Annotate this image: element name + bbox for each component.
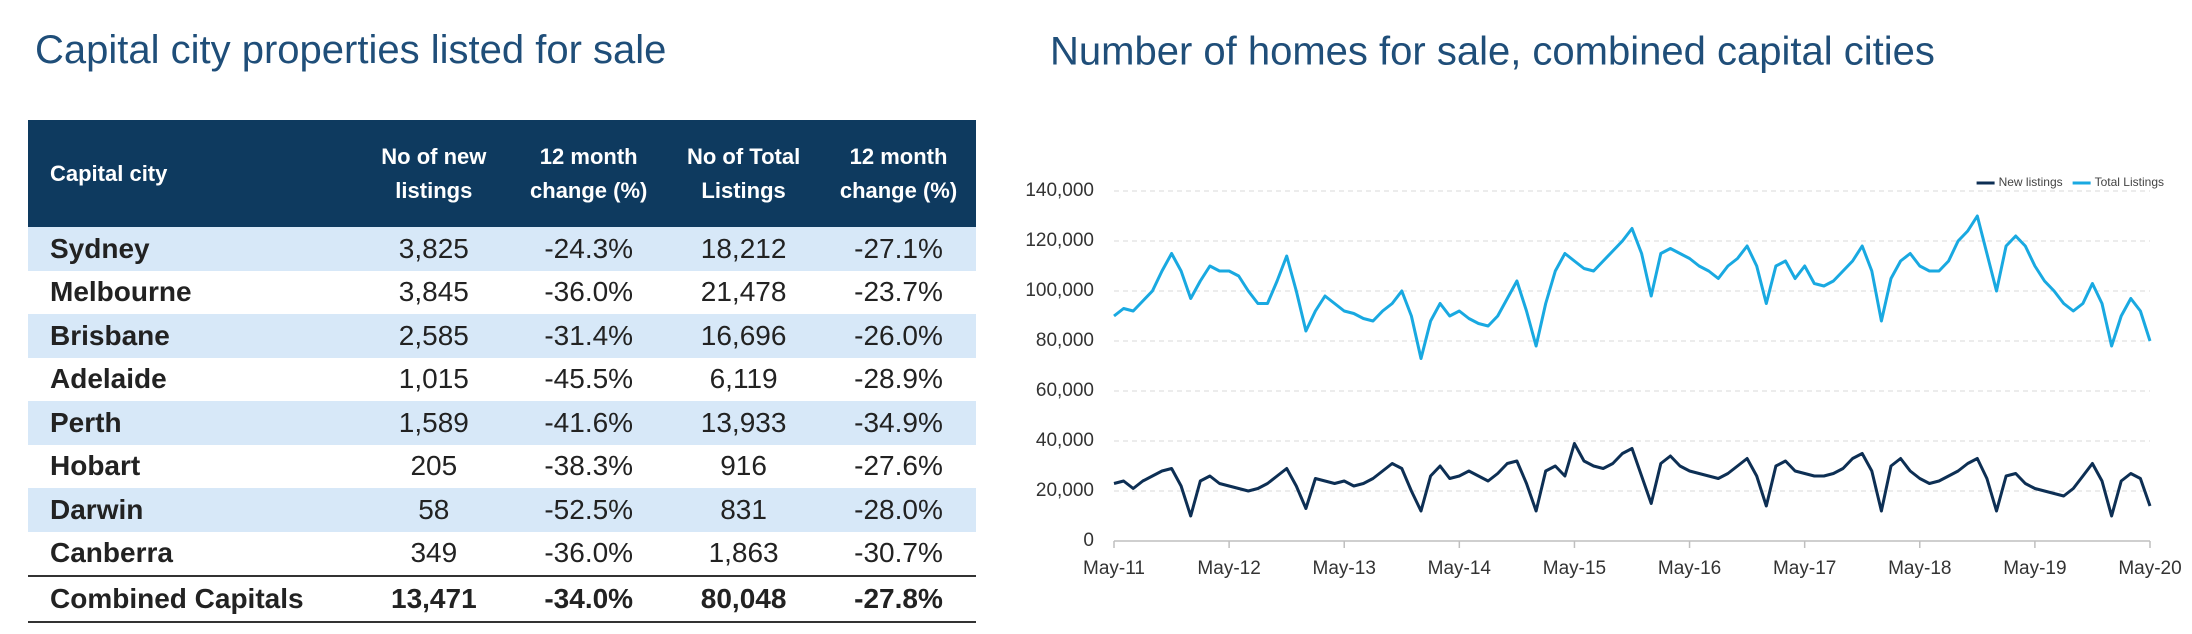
table-cell: 205 bbox=[410, 450, 458, 482]
table-cell: 13,933 bbox=[666, 401, 822, 445]
x-tick-label: May-13 bbox=[1313, 558, 1376, 579]
table-cell: 916 bbox=[720, 450, 767, 482]
table-cell: 349 bbox=[410, 537, 458, 569]
table-cell: -28.9% bbox=[854, 363, 943, 395]
table-cell: Hobart bbox=[50, 450, 141, 482]
listings-table: Capital city No of new listings 12 month c… bbox=[28, 120, 976, 623]
x-tick-label: May-15 bbox=[1543, 558, 1606, 579]
table-cell: 1,015 bbox=[398, 363, 469, 395]
table-title: Capital city properties listed for sale bbox=[35, 28, 667, 72]
table-cell: 831 bbox=[666, 488, 822, 532]
y-tick-label: 20,000 bbox=[1036, 480, 1094, 501]
x-tick-label: May-18 bbox=[1888, 558, 1951, 579]
table-row: Sydney 3,825 -24.3% 18,212 -27.1% bbox=[28, 227, 976, 271]
x-tick-label: May-14 bbox=[1428, 558, 1492, 579]
table-cell: 1,863 bbox=[708, 537, 779, 569]
table-row: Brisbane 2,585 -31.4% 16,696 -26.0% bbox=[28, 314, 976, 358]
y-tick-label: 140,000 bbox=[1025, 180, 1094, 201]
table-cell: Melbourne bbox=[50, 276, 192, 308]
total-cell: -34.0% bbox=[511, 575, 667, 623]
table-cell: -38.3% bbox=[544, 450, 634, 482]
header-cell: 12 month change (%) bbox=[821, 120, 976, 227]
header-text: 12 month change (%) bbox=[530, 143, 648, 203]
header-row: Capital city No of new listings 12 month c… bbox=[28, 120, 976, 227]
table-cell: 2,585 bbox=[356, 314, 512, 358]
header-cell: Capital city bbox=[28, 120, 357, 227]
table-cell: -31.4% bbox=[511, 314, 667, 358]
total-cell: Combined Capitals bbox=[28, 575, 357, 623]
x-tick-label: May-20 bbox=[2118, 558, 2181, 579]
table-cell: 16,696 bbox=[666, 314, 822, 358]
x-tick-label: May-11 bbox=[1083, 558, 1145, 579]
table-cell: -34.9% bbox=[821, 401, 976, 445]
table-cell: 58 bbox=[356, 488, 512, 532]
table-cell: -52.5% bbox=[511, 488, 667, 532]
chart-title: Number of homes for sale, combined capit… bbox=[1050, 30, 1935, 74]
table-cell: -36.0% bbox=[544, 537, 634, 569]
legend-label: New listings bbox=[1999, 175, 2063, 189]
table-cell: 3,825 bbox=[356, 227, 512, 271]
header-text: No of Total Listings bbox=[686, 143, 801, 203]
table-cell: -30.7% bbox=[854, 537, 943, 569]
line-series bbox=[1113, 442, 2152, 518]
header-text: No of new listings bbox=[381, 143, 487, 203]
y-tick-label: 120,000 bbox=[1025, 230, 1094, 251]
table-cell: -27.1% bbox=[821, 227, 976, 271]
table-cell: -23.7% bbox=[854, 276, 943, 308]
y-tick-label: 80,000 bbox=[1036, 330, 1094, 351]
table-row: Perth 1,589 -41.6% 13,933 -34.9% bbox=[28, 401, 976, 445]
x-tick-label: May-12 bbox=[1197, 558, 1260, 579]
table-cell: 21,478 bbox=[700, 276, 787, 308]
header-cell: No of new listings bbox=[356, 120, 512, 227]
table-cell: -27.6% bbox=[854, 450, 943, 482]
table-cell: -45.5% bbox=[544, 363, 634, 395]
table-cell: Adelaide bbox=[50, 363, 167, 395]
total-row: Combined Capitals 13,471 -34.0% 80,048 -27.8… bbox=[28, 575, 976, 623]
table-cell: -41.6% bbox=[511, 401, 667, 445]
table-row: Adelaide 1,015 -45.5% 6,119 -28.9% bbox=[28, 358, 976, 402]
x-tick-label: May-17 bbox=[1773, 558, 1836, 579]
table-cell: -26.0% bbox=[821, 314, 976, 358]
table-cell: Perth bbox=[28, 401, 357, 445]
header-cell: 12 month change (%) bbox=[511, 120, 667, 227]
table-row: Melbourne 3,845 -36.0% 21,478 -23.7% bbox=[28, 271, 976, 315]
y-tick-label: 0 bbox=[1083, 530, 1094, 551]
legend-label: Total Listings bbox=[2095, 175, 2164, 189]
table-cell: Canberra bbox=[50, 537, 173, 569]
table-cell: Darwin bbox=[28, 488, 357, 532]
table-row: Hobart 205 -38.3% 916 -27.6% bbox=[28, 445, 976, 489]
total-cell: 13,471 bbox=[356, 575, 512, 623]
table-cell: -24.3% bbox=[511, 227, 667, 271]
y-tick-label: 60,000 bbox=[1036, 380, 1094, 401]
header-cell: No of Total Listings bbox=[666, 120, 822, 227]
table-cell: 1,589 bbox=[356, 401, 512, 445]
table-cell: -36.0% bbox=[544, 276, 634, 308]
total-cell: 80,048 bbox=[666, 575, 822, 623]
total-cell: -27.8% bbox=[821, 575, 976, 623]
y-tick-label: 40,000 bbox=[1036, 430, 1094, 451]
table-cell: -28.0% bbox=[821, 488, 976, 532]
table-row: Darwin 58 -52.5% 831 -28.0% bbox=[28, 488, 976, 532]
table-cell: Sydney bbox=[28, 227, 357, 271]
table-cell: 6,119 bbox=[709, 363, 778, 395]
header-text: 12 month change (%) bbox=[839, 143, 958, 203]
table-cell: Brisbane bbox=[28, 314, 357, 358]
table-cell: 3,845 bbox=[398, 276, 469, 308]
table-cell: 18,212 bbox=[666, 227, 822, 271]
table-row: Canberra 349 -36.0% 1,863 -30.7% bbox=[28, 532, 976, 577]
y-tick-label: 100,000 bbox=[1025, 280, 1094, 301]
line-series bbox=[1113, 214, 2152, 360]
x-tick-label: May-19 bbox=[2003, 558, 2066, 579]
x-tick-label: May-16 bbox=[1658, 558, 1721, 579]
